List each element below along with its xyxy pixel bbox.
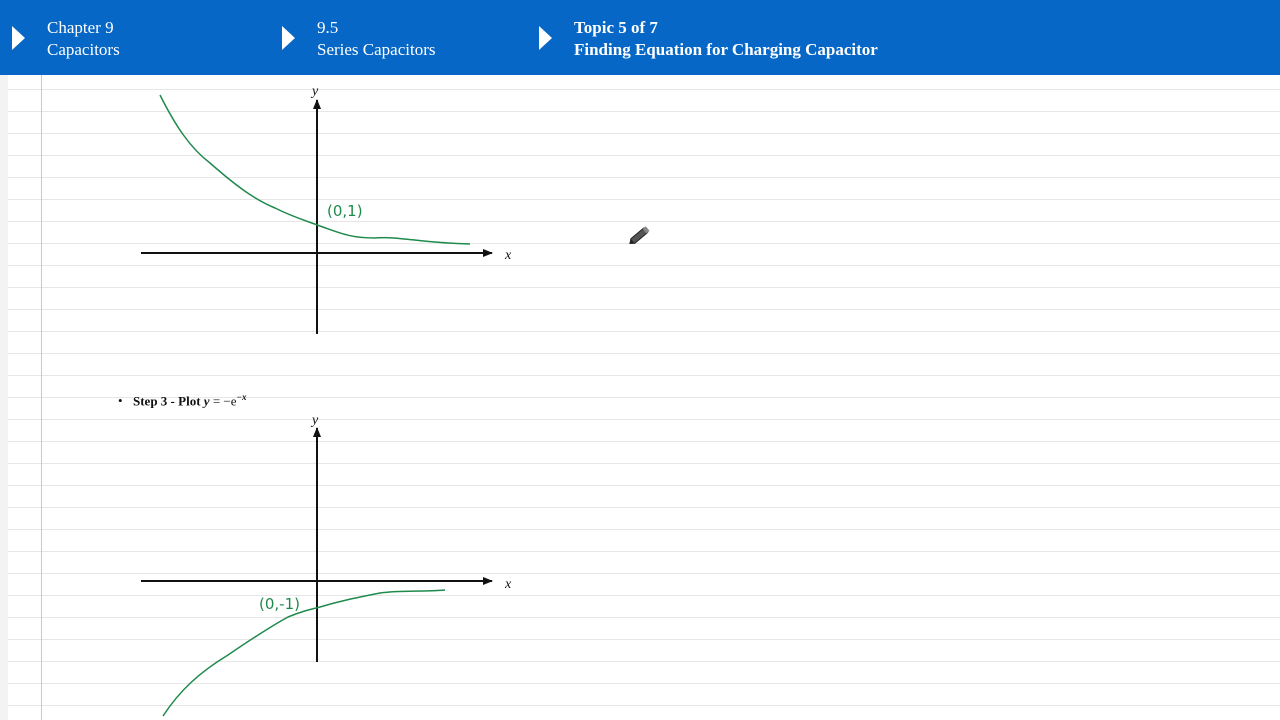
equation-lhs: y [203,393,210,409]
breadcrumb-chapter-number: Chapter 9 [47,18,114,37]
breadcrumb-section-number: 9.5 [317,18,339,37]
graph-2: x y (0,-1) [141,413,512,717]
triangle-right-icon [539,26,552,50]
graph-1-y-label: y [310,84,319,99]
graph-1-x-label: x [504,248,512,263]
breadcrumb-topic[interactable]: Topic 5 of 7 Finding Equation for Chargi… [539,17,878,61]
graph-1-point-label: (0,1) [327,202,363,220]
graph-1-curve [159,94,471,245]
breadcrumb-section-title: Series Capacitors [317,40,436,59]
margin-line [41,0,42,720]
triangle-right-icon [12,26,25,50]
graph-2-x-label: x [504,577,512,592]
equation-rhs: = −e [212,393,237,409]
bullet: • [118,393,123,409]
pen-cursor-icon [629,226,650,244]
breadcrumb-chapter[interactable]: Chapter 9 Capacitors [12,17,120,61]
breadcrumb-topic-title: Finding Equation for Charging Capacitor [574,40,878,59]
graph-2-curve [162,589,446,717]
step-3-text: • Step 3 - Plot y = −e−x [118,392,246,409]
left-gutter [0,0,8,720]
triangle-right-icon [282,26,295,50]
breadcrumb-header: Chapter 9 Capacitors 9.5 Series Capacito… [0,0,1280,75]
equation-exponent: −x [236,392,247,402]
breadcrumb-section[interactable]: 9.5 Series Capacitors [282,17,436,61]
graph-2-point-label: (0,-1) [259,595,300,613]
step-3-label: Step 3 - Plot [133,393,201,409]
breadcrumb-topic-number: Topic 5 of 7 [574,18,658,37]
graph-1: x y (0,1) [141,84,512,334]
breadcrumb-chapter-title: Capacitors [47,40,120,59]
graph-2-y-label: y [310,413,319,428]
